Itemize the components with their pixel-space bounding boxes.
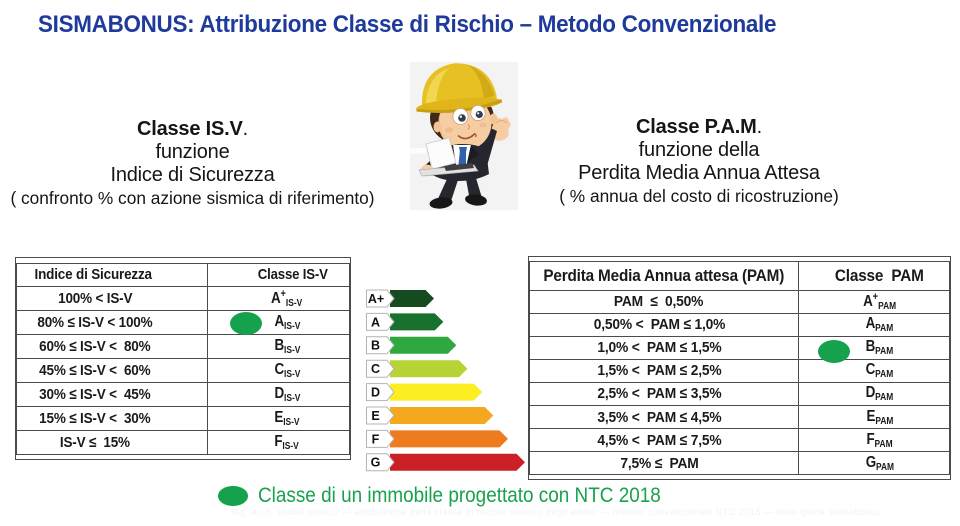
svg-text:G: G	[371, 456, 381, 470]
svg-text:C: C	[371, 362, 380, 376]
svg-text:A: A	[371, 315, 380, 329]
svg-text:D: D	[371, 386, 380, 400]
svg-text:A+: A+	[368, 292, 384, 306]
svg-text:E: E	[371, 409, 379, 423]
svg-text:F: F	[372, 432, 380, 446]
svg-text:B: B	[371, 339, 380, 353]
